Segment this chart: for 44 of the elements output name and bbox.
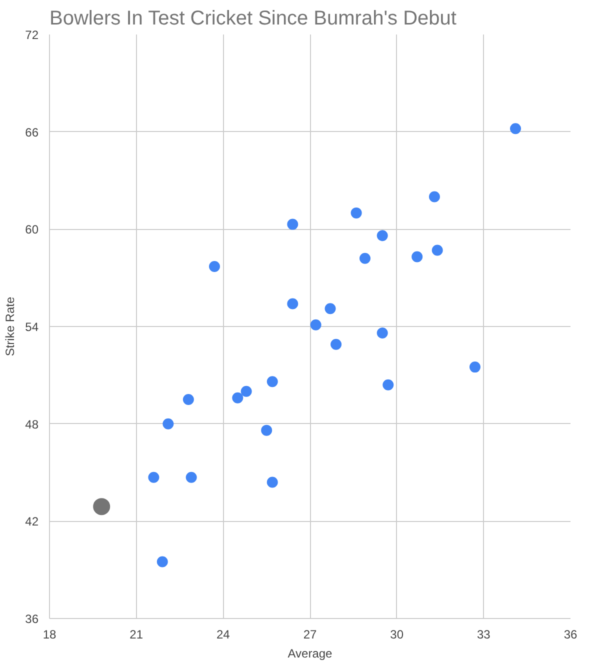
point: [232, 392, 244, 404]
y-tick-label: 42: [25, 514, 39, 529]
point: [510, 123, 522, 134]
point: [376, 328, 388, 338]
point: [156, 556, 168, 568]
point: [324, 303, 336, 314]
point: [261, 424, 272, 436]
point: [330, 338, 342, 350]
point: [428, 191, 440, 202]
point: [148, 472, 160, 483]
chart-title: Bowlers In Test Cricket Since Bumrah's Debut: [50, 8, 457, 30]
point: [182, 394, 194, 405]
y-axis-title: Strike Rate: [3, 296, 18, 356]
y-tick-label: 36: [25, 612, 39, 626]
point: [412, 251, 423, 262]
x-tick-label: 27: [303, 628, 317, 642]
point: [469, 362, 480, 373]
point: [350, 207, 362, 218]
point: [359, 252, 370, 264]
point: [240, 386, 252, 397]
x-tick-label: 18: [42, 628, 56, 642]
point: [162, 418, 174, 430]
x-tick-label: 21: [130, 628, 144, 642]
point: [287, 218, 298, 230]
x-tick-label: 24: [216, 628, 230, 642]
y-tick-label: 54: [25, 320, 39, 334]
point: [266, 476, 278, 488]
point: [432, 244, 443, 256]
x-tick-label: 36: [564, 628, 578, 642]
point: [287, 298, 298, 310]
point: [186, 472, 197, 483]
y-tick-label: 60: [25, 222, 39, 237]
y-tick-label: 48: [25, 417, 39, 432]
x-tick-label: 33: [476, 628, 491, 642]
x-axis-title: Average: [288, 646, 333, 660]
y-tick-label: 66: [25, 125, 39, 140]
point: [93, 498, 110, 516]
y-tick-label: 72: [25, 28, 39, 42]
x-tick-label: 30: [390, 628, 404, 642]
point: [376, 230, 388, 242]
point: [266, 376, 278, 388]
point: [382, 379, 394, 390]
point: [310, 319, 322, 330]
point: [208, 260, 220, 272]
